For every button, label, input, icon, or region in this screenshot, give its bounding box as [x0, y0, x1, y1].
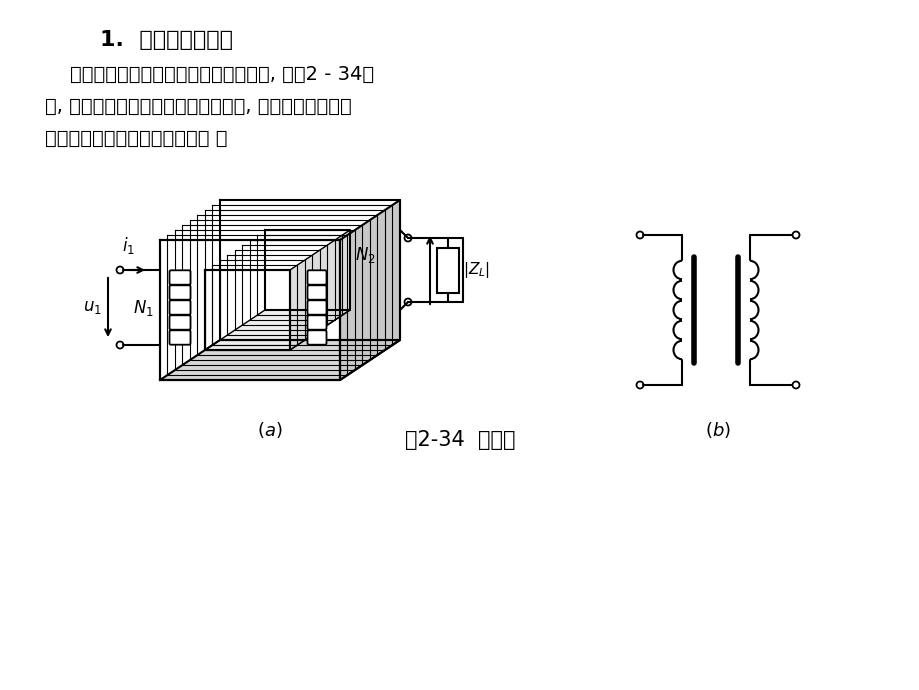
FancyBboxPatch shape	[307, 300, 326, 315]
FancyBboxPatch shape	[307, 315, 326, 330]
Text: $(a)$: $(a)$	[257, 420, 282, 440]
Text: 示, 在一个闭合的铁心上套有两个绕组, 绕组与绕组之间以: 示, 在一个闭合的铁心上套有两个绕组, 绕组与绕组之间以	[45, 97, 351, 116]
Text: $u_2$: $u_2$	[435, 261, 453, 279]
Text: $|Z_L|$: $|Z_L|$	[462, 260, 490, 280]
Polygon shape	[289, 230, 349, 350]
FancyBboxPatch shape	[307, 285, 326, 299]
FancyBboxPatch shape	[169, 285, 190, 299]
Text: 1.  变压器的结构蔻: 1. 变压器的结构蔻	[100, 30, 233, 50]
FancyBboxPatch shape	[169, 315, 190, 330]
FancyBboxPatch shape	[169, 270, 190, 285]
FancyBboxPatch shape	[307, 270, 326, 285]
Text: $i_1$: $i_1$	[122, 235, 135, 256]
Text: 及绕组与铁心之间都是绍缘的。 蔻: 及绕组与铁心之间都是绍缘的。 蔻	[45, 129, 227, 148]
Text: $N_1$: $N_1$	[132, 298, 153, 318]
Text: 图2-34  变压器: 图2-34 变压器	[404, 430, 515, 450]
FancyBboxPatch shape	[169, 331, 190, 345]
FancyBboxPatch shape	[307, 331, 326, 345]
Polygon shape	[340, 200, 400, 380]
Polygon shape	[160, 340, 400, 380]
FancyBboxPatch shape	[169, 300, 190, 315]
Polygon shape	[205, 310, 349, 350]
Text: $(b)$: $(b)$	[704, 420, 731, 440]
Text: $N_2$: $N_2$	[355, 245, 375, 265]
Bar	[437, 248, 459, 293]
Text: $u_1$: $u_1$	[83, 299, 102, 317]
Text: 变压器由铁心和绕组两个基本部分组成, 如图2 - 34所: 变压器由铁心和绕组两个基本部分组成, 如图2 - 34所	[45, 65, 374, 84]
